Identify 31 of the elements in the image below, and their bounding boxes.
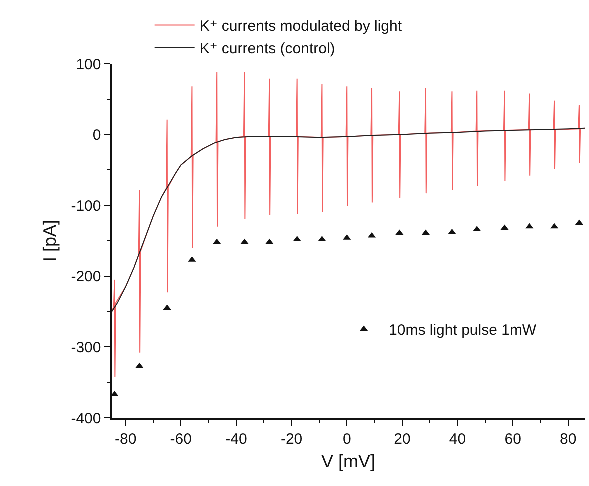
x-tick-label: -80 bbox=[114, 430, 137, 448]
y-tick-label: 0 bbox=[92, 127, 102, 144]
legend-label: 10ms light pulse 1mW bbox=[389, 322, 538, 340]
x-tick-label: 20 bbox=[394, 430, 411, 448]
point bbox=[112, 391, 119, 396]
point bbox=[266, 238, 274, 244]
x-tick-label: 60 bbox=[504, 430, 522, 448]
point bbox=[550, 223, 559, 229]
x-tick-label: 0 bbox=[342, 430, 352, 448]
point bbox=[240, 238, 249, 244]
point bbox=[163, 304, 172, 310]
y-tick-label: -300 bbox=[71, 339, 102, 356]
x-axis-title: V [mV] bbox=[321, 451, 376, 472]
point bbox=[526, 223, 534, 229]
x-tick-label: 40 bbox=[449, 430, 466, 448]
y-tick-label: -100 bbox=[71, 198, 102, 215]
line-series bbox=[112, 128, 585, 312]
point bbox=[136, 362, 144, 368]
legend-label: K⁺ currents modulated by light bbox=[200, 18, 403, 36]
x-tick-label: -60 bbox=[170, 430, 192, 448]
x-tick-label: 80 bbox=[560, 430, 577, 448]
y-axis-title: I [pA] bbox=[40, 220, 60, 262]
y-tick-label: -200 bbox=[71, 268, 102, 286]
x-tick-label: -20 bbox=[280, 430, 303, 448]
point bbox=[213, 238, 222, 244]
point bbox=[500, 224, 509, 230]
legend-label: K⁺ currents (control) bbox=[200, 40, 336, 58]
y-tick-label: 100 bbox=[76, 56, 102, 74]
x-tick-label: -40 bbox=[226, 430, 248, 448]
y-tick-label: -400 bbox=[71, 410, 102, 428]
line-series bbox=[112, 72, 585, 378]
